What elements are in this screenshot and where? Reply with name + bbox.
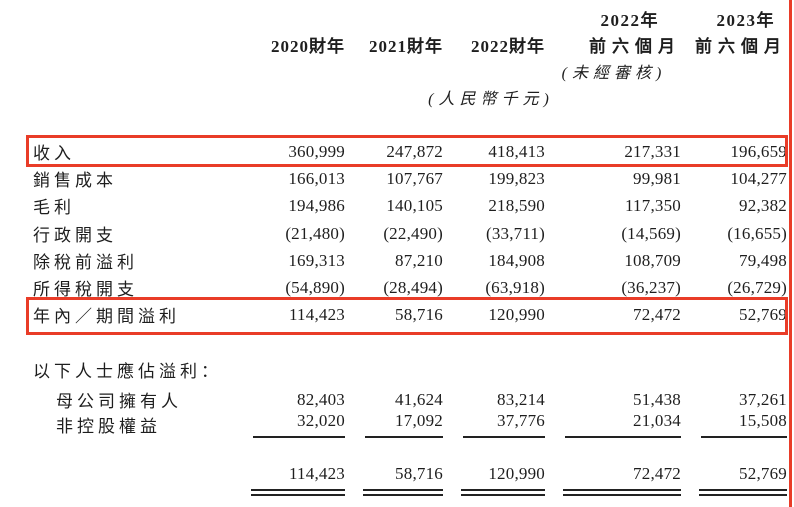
value-cell: 169,313 — [288, 250, 345, 270]
value-cell: 51,438 — [633, 389, 681, 409]
row-cost-of-sales: 銷售成本 166,013 107,767 199,823 99,981 104,… — [0, 165, 794, 192]
header-row-years: 2022年 2023年 — [0, 5, 794, 32]
value-cell: (28,494) — [383, 277, 443, 297]
row-total-profit: 114,423 58,716 120,990 72,472 52,769 — [0, 464, 794, 496]
row-revenue: 收入 360,999 247,872 418,413 217,331 196,6… — [0, 138, 794, 165]
value-cell: (16,655) — [727, 223, 787, 243]
value-cell: 37,261 — [739, 389, 787, 409]
value-cell: 218,590 — [488, 195, 545, 215]
row-gross-profit: 毛利 194,986 140,105 218,590 117,350 92,38… — [0, 192, 794, 219]
row-profit-for-period: 年內／期間溢利 114,423 58,716 120,990 72,472 52… — [0, 301, 794, 328]
value-cell: 52,769 — [739, 304, 787, 324]
value-cell: 99,981 — [633, 168, 681, 188]
header-fy2022: 2022財年 — [471, 37, 545, 56]
row-admin-expenses: 行政開支 (21,480) (22,490) (33,711) (14,569)… — [0, 220, 794, 247]
value-cell: 104,277 — [730, 168, 787, 188]
currency-unit-note: (人民幣千元) — [428, 91, 554, 108]
value-cell: 41,624 — [395, 389, 443, 409]
value-cell: 117,350 — [624, 195, 681, 215]
total-cell-double-underlined: 72,472 — [563, 464, 681, 496]
value-cell: 166,013 — [288, 168, 345, 188]
row-non-controlling-interests: 非控股權益 32,020 17,092 37,776 21,034 15,508 — [0, 411, 794, 438]
header-fy2020: 2020財年 — [271, 37, 345, 56]
row-label: 除稅前溢利 — [33, 253, 138, 272]
value-cell: 199,823 — [488, 168, 545, 188]
value-cell: 107,767 — [386, 168, 443, 188]
row-label: 所得稅開支 — [33, 280, 138, 299]
value-cell: (36,237) — [621, 277, 681, 297]
value-cell: 72,472 — [633, 304, 681, 324]
value-cell: 108,709 — [624, 250, 681, 270]
value-cell: (14,569) — [621, 223, 681, 243]
value-cell: 184,908 — [488, 250, 545, 270]
row-profit-before-tax: 除稅前溢利 169,313 87,210 184,908 108,709 79,… — [0, 247, 794, 274]
header-first-half-2023: 前六個月 — [695, 37, 787, 56]
value-cell: 58,716 — [395, 304, 443, 324]
header-fy2021: 2021財年 — [369, 37, 443, 56]
unaudited-note: (未經審核) — [561, 65, 667, 82]
value-cell: 360,999 — [288, 141, 345, 161]
row-attribution-header: 以下人士應佔溢利： — [0, 356, 794, 383]
row-label: 銷售成本 — [33, 171, 117, 190]
row-label: 年內／期間溢利 — [33, 307, 180, 326]
value-cell: 87,210 — [395, 250, 443, 270]
total-cell-double-underlined: 120,990 — [461, 464, 545, 496]
value-cell: 194,986 — [288, 195, 345, 215]
value-cell: (63,918) — [485, 277, 545, 297]
value-cell-underlined: 15,508 — [701, 411, 787, 438]
row-label: 非控股權益 — [56, 417, 161, 436]
value-cell-underlined: 32,020 — [253, 411, 345, 438]
header-first-half-2022: 前六個月 — [589, 37, 681, 56]
total-cell-double-underlined: 58,716 — [363, 464, 443, 496]
value-cell: 92,382 — [739, 195, 787, 215]
value-cell-underlined: 17,092 — [365, 411, 443, 438]
value-cell: 247,872 — [386, 141, 443, 161]
header-row-periods: 2020財年 2021財年 2022財年 前六個月 前六個月 — [0, 31, 794, 58]
row-label: 收入 — [33, 144, 75, 163]
value-cell: (33,711) — [485, 223, 545, 243]
value-cell: 418,413 — [488, 141, 545, 161]
value-cell: 217,331 — [624, 141, 681, 161]
header-year-2023: 2023年 — [716, 11, 775, 30]
row-label: 毛利 — [33, 198, 75, 217]
value-cell-underlined: 37,776 — [463, 411, 545, 438]
value-cell: (22,490) — [383, 223, 443, 243]
value-cell: 82,403 — [297, 389, 345, 409]
value-cell: 83,214 — [497, 389, 545, 409]
value-cell: 140,105 — [386, 195, 443, 215]
row-owners-of-parent: 母公司擁有人 82,403 41,624 83,214 51,438 37,26… — [0, 386, 794, 413]
value-cell-underlined: 21,034 — [565, 411, 681, 438]
row-label: 行政開支 — [33, 226, 117, 245]
value-cell: 120,990 — [488, 304, 545, 324]
value-cell: (54,890) — [285, 277, 345, 297]
header-year-2022: 2022年 — [600, 11, 659, 30]
total-cell-double-underlined: 114,423 — [251, 464, 345, 496]
value-cell: 114,423 — [288, 304, 345, 324]
row-income-tax-expense: 所得稅開支 (54,890) (28,494) (63,918) (36,237… — [0, 274, 794, 301]
total-cell-double-underlined: 52,769 — [699, 464, 787, 496]
value-cell: (21,480) — [285, 223, 345, 243]
row-label: 母公司擁有人 — [56, 392, 182, 411]
value-cell: 196,659 — [730, 141, 787, 161]
section-label: 以下人士應佔溢利： — [33, 362, 222, 381]
value-cell: (26,729) — [727, 277, 787, 297]
value-cell: 79,498 — [739, 250, 787, 270]
